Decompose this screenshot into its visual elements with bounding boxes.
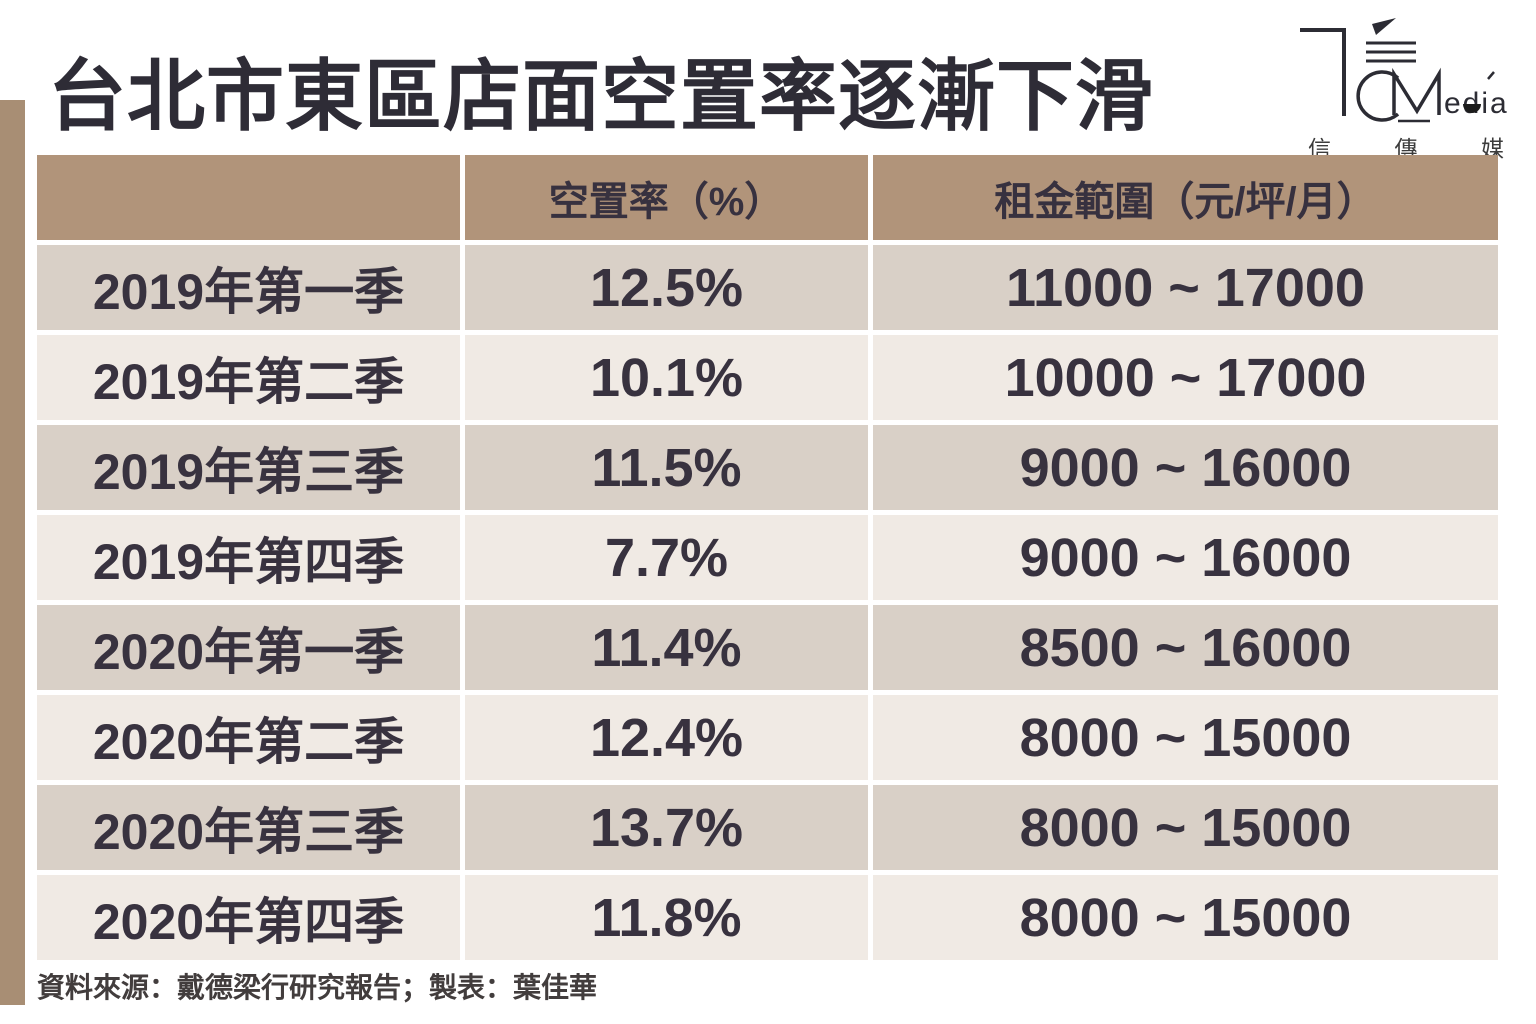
row-quarter: 2019年第三季 (37, 425, 460, 510)
row-vacancy: 11.5% (465, 425, 868, 510)
row-rent: 8000 ~ 15000 (873, 785, 1498, 870)
row-quarter: 2020年第二季 (37, 695, 460, 780)
row-quarter: 2019年第二季 (37, 335, 460, 420)
row-rent: 8000 ~ 15000 (873, 695, 1498, 780)
row-quarter: 2020年第四季 (37, 875, 460, 960)
row-vacancy: 11.4% (465, 605, 868, 690)
row-rent: 11000 ~ 17000 (873, 245, 1498, 330)
row-vacancy: 13.7% (465, 785, 868, 870)
row-quarter: 2020年第三季 (37, 785, 460, 870)
row-vacancy: 12.5% (465, 245, 868, 330)
row-rent: 8000 ~ 15000 (873, 875, 1498, 960)
row-vacancy: 10.1% (465, 335, 868, 420)
row-vacancy: 11.8% (465, 875, 868, 960)
row-quarter: 2019年第四季 (37, 515, 460, 600)
row-quarter: 2019年第一季 (37, 245, 460, 330)
header-cell-vacancy: 空置率（%） (465, 155, 868, 240)
header-cell-quarter (37, 155, 460, 240)
row-rent: 8500 ~ 16000 (873, 605, 1498, 690)
cm-media-logo-icon: edia (1300, 18, 1509, 123)
page-title: 台北市東區店面空置率逐漸下滑 (48, 52, 1155, 140)
source-note: 資料來源：戴德梁行研究報告；製表：葉佳華 (37, 972, 598, 1003)
row-quarter: 2020年第一季 (37, 605, 460, 690)
logo-edia-text: edia (1444, 87, 1509, 120)
left-accent-bar (0, 100, 25, 1005)
row-rent: 9000 ~ 16000 (873, 515, 1498, 600)
row-rent: 9000 ~ 16000 (873, 425, 1498, 510)
row-vacancy: 12.4% (465, 695, 868, 780)
header-cell-rent: 租金範圍（元/坪/月） (873, 155, 1498, 240)
vacancy-rate-table: 空置率（%） 租金範圍（元/坪/月） 2019年第一季 12.5% 11000 … (37, 155, 1498, 960)
row-rent: 10000 ~ 17000 (873, 335, 1498, 420)
cm-media-logo: edia 信 傳 媒 (1282, 16, 1512, 164)
row-vacancy: 7.7% (465, 515, 868, 600)
